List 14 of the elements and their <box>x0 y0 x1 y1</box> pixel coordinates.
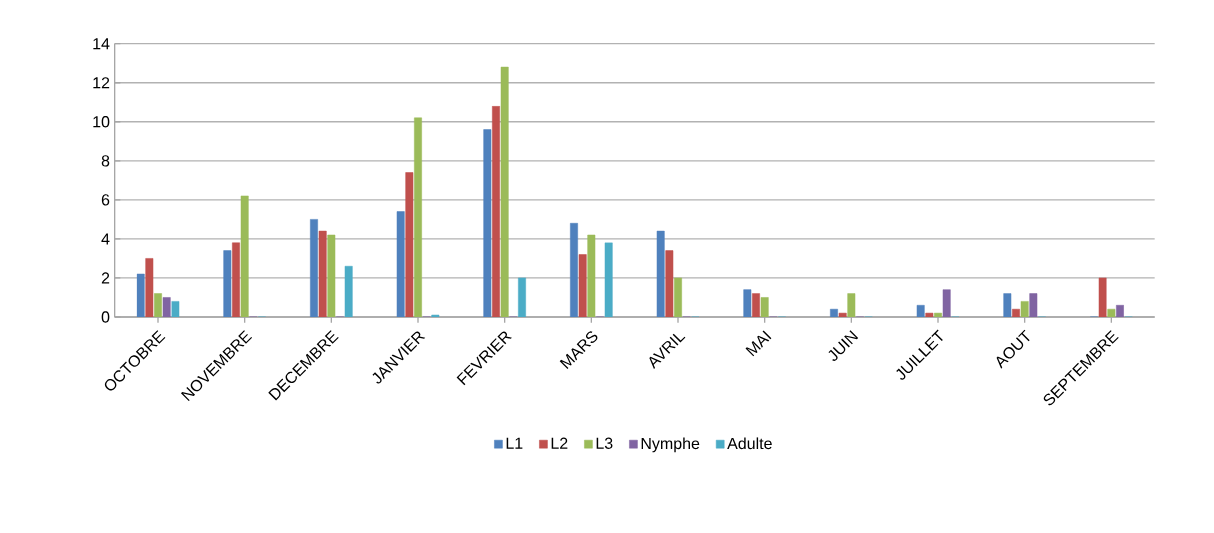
y-tick-label: 6 <box>101 194 110 206</box>
y-tick-label: 4 <box>101 233 110 245</box>
x-tick-label: MAI <box>745 330 772 357</box>
legend-label: L2 <box>551 437 568 449</box>
y-tick-label: 10 <box>93 116 110 128</box>
y-tick-label: 0 <box>101 311 110 323</box>
y-tick-label: 8 <box>101 155 110 167</box>
legend-label: Nymphe <box>641 437 700 453</box>
y-tick-label: 2 <box>101 272 110 284</box>
y-tick-label: 14 <box>93 38 110 50</box>
y-tick-label: 12 <box>93 77 110 89</box>
legend-label: L3 <box>596 437 613 449</box>
legend-label: L1 <box>506 437 523 449</box>
legend-label: Adulte <box>727 437 772 450</box>
